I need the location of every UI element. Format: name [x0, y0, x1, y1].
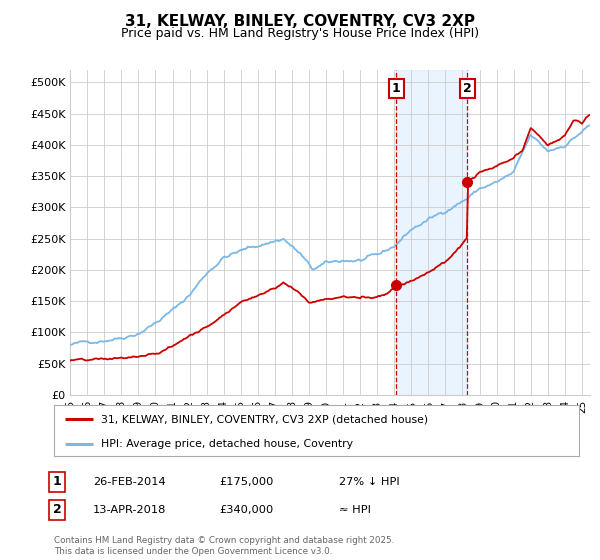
Bar [397, 70, 467, 395]
Text: 31, KELWAY, BINLEY, COVENTRY, CV3 2XP (detached house): 31, KELWAY, BINLEY, COVENTRY, CV3 2XP (d… [101, 414, 428, 424]
Text: 1: 1 [392, 82, 401, 95]
Text: Contains HM Land Registry data © Crown copyright and database right 2025.
This d: Contains HM Land Registry data © Crown c… [54, 536, 394, 556]
Text: 26-FEB-2014: 26-FEB-2014 [93, 477, 166, 487]
Text: 13-APR-2018: 13-APR-2018 [93, 505, 166, 515]
Text: £175,000: £175,000 [219, 477, 274, 487]
Text: 31, KELWAY, BINLEY, COVENTRY, CV3 2XP: 31, KELWAY, BINLEY, COVENTRY, CV3 2XP [125, 14, 475, 29]
Text: 1: 1 [53, 475, 61, 488]
Text: 2: 2 [53, 503, 61, 516]
Text: 2: 2 [463, 82, 472, 95]
Text: £340,000: £340,000 [219, 505, 273, 515]
Text: Price paid vs. HM Land Registry's House Price Index (HPI): Price paid vs. HM Land Registry's House … [121, 27, 479, 40]
Text: 27% ↓ HPI: 27% ↓ HPI [339, 477, 400, 487]
Text: HPI: Average price, detached house, Coventry: HPI: Average price, detached house, Cove… [101, 438, 353, 449]
Text: ≈ HPI: ≈ HPI [339, 505, 371, 515]
